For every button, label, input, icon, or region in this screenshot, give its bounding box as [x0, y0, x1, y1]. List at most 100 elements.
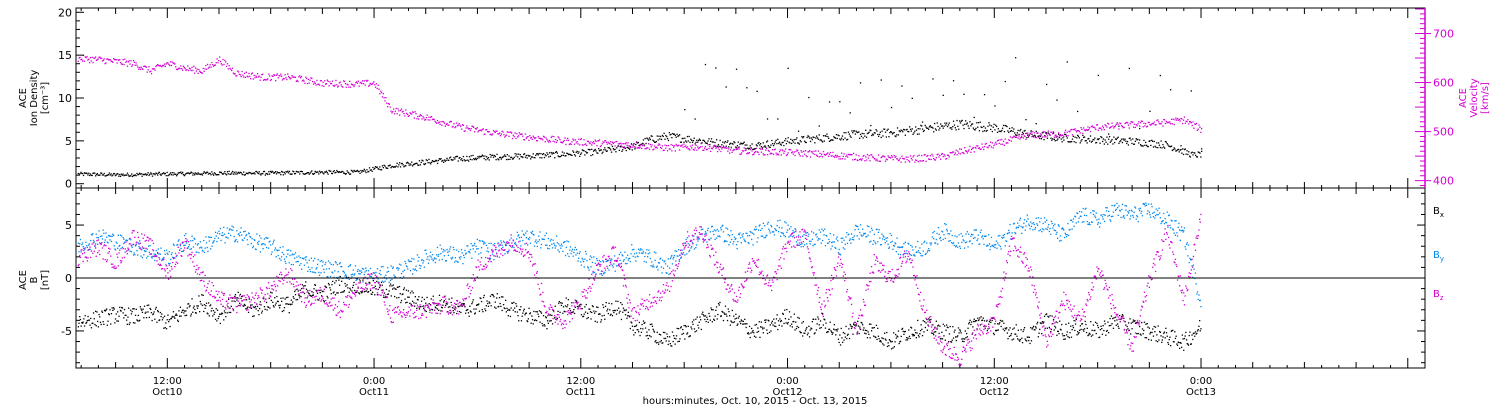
- bx-point: [84, 315, 86, 317]
- velocity-point: [324, 80, 326, 82]
- bx-point: [335, 280, 337, 282]
- velocity-point: [377, 84, 379, 86]
- density-point: [561, 154, 563, 157]
- by-point: [552, 239, 554, 241]
- bx-point: [950, 341, 953, 343]
- density-point: [843, 132, 845, 134]
- bx-point: [449, 312, 452, 314]
- velocity-point: [922, 160, 925, 162]
- bx-point: [83, 318, 85, 320]
- bx-point: [123, 308, 126, 311]
- velocity-point: [1030, 131, 1032, 133]
- density-point: [310, 171, 312, 173]
- density-point: [758, 141, 760, 144]
- velocity-point: [613, 141, 615, 144]
- density-point: [835, 134, 838, 136]
- by-point: [135, 244, 137, 246]
- by-point: [436, 254, 438, 256]
- bx-point: [911, 333, 913, 335]
- density-point: [424, 163, 426, 166]
- bx-point: [794, 329, 796, 331]
- density-point: [847, 131, 850, 133]
- density-point: [181, 172, 183, 175]
- bx-point: [464, 306, 466, 308]
- velocity-point: [120, 63, 123, 65]
- by-point: [431, 258, 433, 260]
- by-point: [377, 278, 379, 280]
- velocity-point: [459, 124, 461, 126]
- velocity-point: [427, 119, 429, 121]
- bx-point: [781, 325, 783, 327]
- velocity-point: [968, 149, 970, 151]
- velocity-point: [78, 57, 80, 59]
- bx-point: [1114, 320, 1116, 322]
- by-point: [261, 244, 263, 246]
- velocity-point: [340, 84, 342, 86]
- density-point: [438, 158, 440, 160]
- by-point: [329, 275, 332, 278]
- bx-point: [991, 319, 993, 322]
- bx-point: [678, 340, 680, 342]
- bx-point: [591, 305, 594, 307]
- bx-point: [575, 300, 577, 302]
- bx-point: [805, 328, 807, 330]
- velocity-point: [160, 65, 162, 67]
- density-point: [359, 172, 361, 174]
- bx-point: [761, 326, 763, 328]
- bx-point: [659, 341, 661, 343]
- density-point: [689, 141, 691, 144]
- velocity-point: [780, 154, 782, 156]
- bx-point: [119, 306, 121, 308]
- velocity-point: [571, 141, 573, 143]
- velocity-point: [457, 124, 459, 126]
- by-point: [141, 249, 143, 251]
- velocity-point: [975, 147, 977, 149]
- bx-point: [909, 337, 911, 340]
- density-point: [547, 153, 549, 156]
- velocity-point: [965, 150, 967, 152]
- bx-point: [907, 337, 909, 339]
- bx-point: [458, 306, 460, 308]
- density-point: [539, 157, 541, 159]
- bx-point: [691, 328, 693, 330]
- bx-point: [172, 311, 175, 313]
- density-point: [1023, 130, 1025, 132]
- bx-point: [590, 318, 592, 320]
- density-point: [799, 140, 801, 142]
- density-point: [327, 173, 329, 175]
- by-point: [311, 267, 313, 269]
- velocity-point: [270, 78, 272, 81]
- density-point: [600, 149, 602, 151]
- by-point: [246, 239, 248, 241]
- bx-point: [194, 312, 197, 314]
- by-point: [347, 265, 350, 268]
- density-point: [298, 171, 300, 173]
- density-point: [974, 129, 976, 131]
- bx-point: [383, 296, 385, 298]
- bx-point: [1172, 341, 1175, 343]
- velocity-point: [636, 147, 639, 149]
- bx-point: [797, 316, 799, 319]
- velocity-point: [475, 128, 477, 130]
- velocity-point: [190, 69, 192, 72]
- by-point: [148, 251, 150, 253]
- bx-point: [443, 300, 445, 302]
- bx-point: [305, 288, 308, 290]
- velocity-point: [691, 147, 693, 149]
- by-point: [176, 244, 178, 246]
- bx-point: [343, 291, 345, 293]
- density-point: [471, 159, 473, 161]
- velocity-point: [741, 150, 744, 152]
- bx-point: [795, 321, 797, 323]
- velocity-point: [258, 75, 260, 77]
- velocity-point: [166, 62, 168, 64]
- velocity-point: [97, 58, 99, 60]
- velocity-point: [725, 147, 727, 149]
- velocity-series: [77, 54, 1203, 163]
- bx-point: [298, 294, 300, 296]
- density-point: [1096, 138, 1099, 140]
- bx-point: [627, 311, 629, 313]
- velocity-point: [173, 62, 175, 64]
- bx-point: [542, 315, 545, 317]
- density-point: [536, 153, 539, 155]
